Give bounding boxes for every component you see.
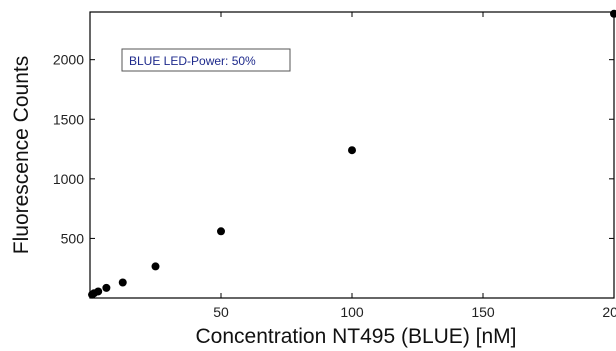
x-tick-label: 200 — [602, 304, 616, 320]
data-point — [348, 146, 356, 155]
data-points — [88, 9, 616, 299]
data-point — [217, 227, 225, 236]
x-tick-label: 50 — [213, 304, 229, 320]
data-point — [151, 262, 160, 271]
x-tick-label: 150 — [471, 304, 495, 320]
y-tick-label: 2000 — [53, 52, 84, 68]
x-axis-title: Concentration NT495 (BLUE) [nM] — [196, 325, 517, 348]
y-axis-title: Fluorescence Counts — [10, 56, 33, 254]
annotation-frame — [121, 48, 291, 72]
annotation-box: BLUE LED-Power: 50% — [121, 48, 291, 72]
annotation-text: BLUE LED-Power: 50% — [129, 54, 256, 68]
data-point — [102, 283, 111, 292]
data-point — [94, 287, 103, 296]
y-tick-label: 1500 — [53, 111, 84, 127]
x-tick-label: 100 — [340, 304, 364, 320]
y-tick-label: 500 — [61, 230, 85, 246]
axis-ticks: 50 100 150 200 500 1000 1500 2000 — [53, 12, 616, 320]
data-point — [118, 278, 127, 287]
y-tick-label: 1000 — [53, 171, 84, 187]
data-point — [610, 9, 616, 18]
